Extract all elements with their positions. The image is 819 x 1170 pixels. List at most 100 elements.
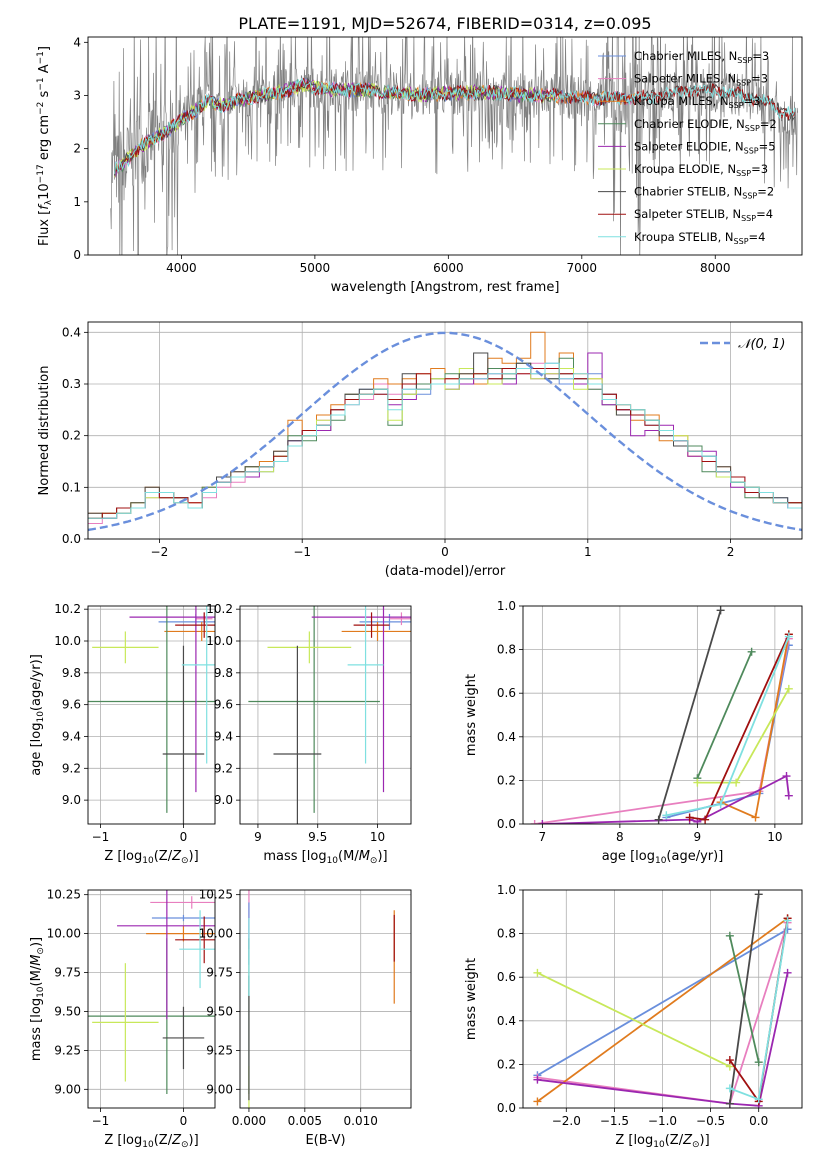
y-tick-label: 10.0: [206, 634, 233, 648]
weight-point-marker: [754, 890, 763, 899]
x-tick-label: 0.005: [288, 1114, 322, 1128]
weight-point-marker: [725, 1099, 734, 1108]
weight-point-marker: [693, 778, 702, 787]
figure-title: PLATE=1191, MJD=52674, FIBERID=0314, z=0…: [238, 14, 651, 33]
y-tick-label: 3: [73, 88, 81, 102]
x-tick-label: 4000: [166, 261, 197, 275]
axes-frame: [239, 605, 412, 825]
x-tick-label: −2: [151, 545, 169, 559]
normal-curve: [88, 331, 802, 532]
y-tick-label: 0.8: [497, 927, 516, 941]
x-tick-label: 0: [441, 545, 449, 559]
y-tick-label: 9.50: [54, 1004, 81, 1018]
weight-point-marker: [782, 772, 791, 781]
y-tick-label: 9.4: [214, 729, 233, 743]
x-axis-label: wavelength [Angstrom, rest frame]: [331, 280, 560, 295]
weight-point-marker: [784, 791, 793, 800]
y-tick-label: 10.0: [54, 634, 81, 648]
y-axis-label: mass weight: [464, 674, 479, 756]
y-tick-label: 0.0: [62, 532, 81, 546]
x-axis-label: Z [log10(Z/Z⊙)]: [104, 1133, 198, 1150]
weight-vs-age-plot-area: [530, 606, 793, 824]
y-tick-label: 10.2: [206, 602, 233, 616]
legend-name: Salpeter MILES: [634, 72, 720, 86]
x-axis-label: Z [log10(Z/Z⊙)]: [104, 849, 198, 866]
x-axis-label: mass [log10(M/M⊙)]: [263, 849, 387, 866]
y-tick-label: 10.00: [199, 927, 233, 941]
mass-vs-EBV-plot-area: [248, 890, 395, 1108]
y-tick-label: 9.50: [206, 1004, 233, 1018]
legend-name: Chabrier ELODIE: [634, 117, 729, 131]
x-tick-label: 10: [370, 830, 385, 844]
x-tick-label: 7000: [567, 261, 598, 275]
y-tick-label: 9.75: [206, 966, 233, 980]
age-vs-Z-panel: −1 0 9.0 9.2 9.4 9.6 9.8 10.0 10.2 Z [log10(Z/Z⊙)…: [29, 602, 216, 866]
y-tick-label: 9.8: [214, 666, 233, 680]
y-tick-label: 9.6: [62, 698, 81, 712]
legend-label: Salpeter ELODIE, NSSP=5: [634, 139, 776, 155]
age-vs-mass-plot-area: [248, 606, 411, 824]
y-tick-label: 9.2: [214, 761, 233, 775]
residuals-plot-area: [88, 331, 802, 532]
mass-vs-Z-panel: −1 0 9.00 9.25 9.50 9.75 10.00 10.25 Z [log10(Z/…: [29, 888, 216, 1150]
weight-point-marker: [725, 931, 734, 940]
weight-point-marker: [716, 800, 725, 809]
y-axis-label: mass weight: [464, 958, 479, 1040]
axes-frame: [239, 889, 412, 1109]
y-axis-label: Flux [fλ10−17 erg cm−2 s−1 A−1]: [36, 46, 54, 246]
histogram-series: [88, 362, 802, 519]
y-tick-label: 4: [73, 35, 81, 49]
x-tick-label: 0: [180, 830, 188, 844]
legend-nssp: =3: [751, 162, 768, 176]
legend-name: Salpeter ELODIE: [634, 139, 728, 153]
spectrum-panel: 4000 5000 6000 7000 8000 0 1 2 3 4 wavelength [Ang…: [36, 35, 803, 295]
legend-nssp: =3: [751, 72, 768, 86]
legend-label: Kroupa ELODIE, NSSP=3: [634, 162, 768, 178]
legend-nssp: =4: [756, 207, 773, 221]
y-tick-label: 0.1: [62, 480, 81, 494]
legend-name: Salpeter STELIB: [634, 207, 725, 221]
axes-frame: [87, 321, 803, 540]
y-tick-label: 0.4: [62, 325, 81, 339]
axes-frame: [87, 605, 216, 825]
weight-series-line: [666, 636, 790, 817]
axes-frame: [87, 889, 216, 1109]
axes-frame: [522, 889, 803, 1109]
y-tick-label: 1.0: [497, 883, 516, 897]
y-axis-label: age [log10(age/yr)]: [29, 654, 46, 776]
x-axis-label: age [log10(age/yr)]: [602, 849, 724, 866]
weight-point-marker: [784, 684, 793, 693]
legend-nssp: =5: [759, 139, 776, 153]
y-tick-label: 9.25: [54, 1043, 81, 1057]
x-axis-label: (data-model)/error: [385, 564, 506, 579]
weight-point-marker: [701, 815, 710, 824]
weight-series-line: [536, 917, 789, 1103]
x-tick-label: 2: [727, 545, 735, 559]
y-tick-label: 0.2: [497, 1057, 516, 1071]
model-spectrum: [114, 77, 796, 175]
y-tick-label: 0.0: [497, 1101, 516, 1115]
y-tick-label: 9.4: [62, 729, 81, 743]
mass-vs-Z-plot-area: [88, 890, 215, 1094]
weight-series-line: [696, 651, 753, 779]
y-tick-label: 9.8: [62, 666, 81, 680]
legend-label: Chabrier ELODIE, NSSP=2: [634, 117, 777, 133]
weight-series-line: [728, 894, 760, 1104]
y-tick-label: 0.4: [497, 730, 516, 744]
y-tick-label: 10.2: [54, 602, 81, 616]
residuals-panel: −2 −1 0 1 2 0.0 0.1 0.2 0.3 0.4 (data-model)/error…: [37, 321, 803, 579]
x-tick-label: 0: [180, 1114, 188, 1128]
x-tick-label: 10: [767, 830, 782, 844]
x-tick-label: −1.5: [600, 1114, 629, 1128]
weight-point-marker: [530, 820, 539, 824]
y-tick-label: 0.6: [497, 970, 516, 984]
weight-point-marker: [784, 632, 793, 641]
legend-name: Kroupa ELODIE: [634, 162, 720, 176]
weight-vs-Z-panel: −2.0 −1.5 −1.0 −0.5 0.0 0.0 0.2 0.4 0.6 0.8 1.0 Z […: [464, 883, 803, 1150]
x-tick-label: 8: [616, 830, 624, 844]
age-vs-mass-panel: 9 9.5 10 9.0 9.2 9.4 9.6 9.8 10.0 10.2 mass [log10…: [206, 602, 412, 866]
weight-point-marker: [725, 1084, 734, 1093]
x-tick-label: 0.010: [344, 1114, 378, 1128]
legend-name: Kroupa MILES: [634, 94, 713, 108]
